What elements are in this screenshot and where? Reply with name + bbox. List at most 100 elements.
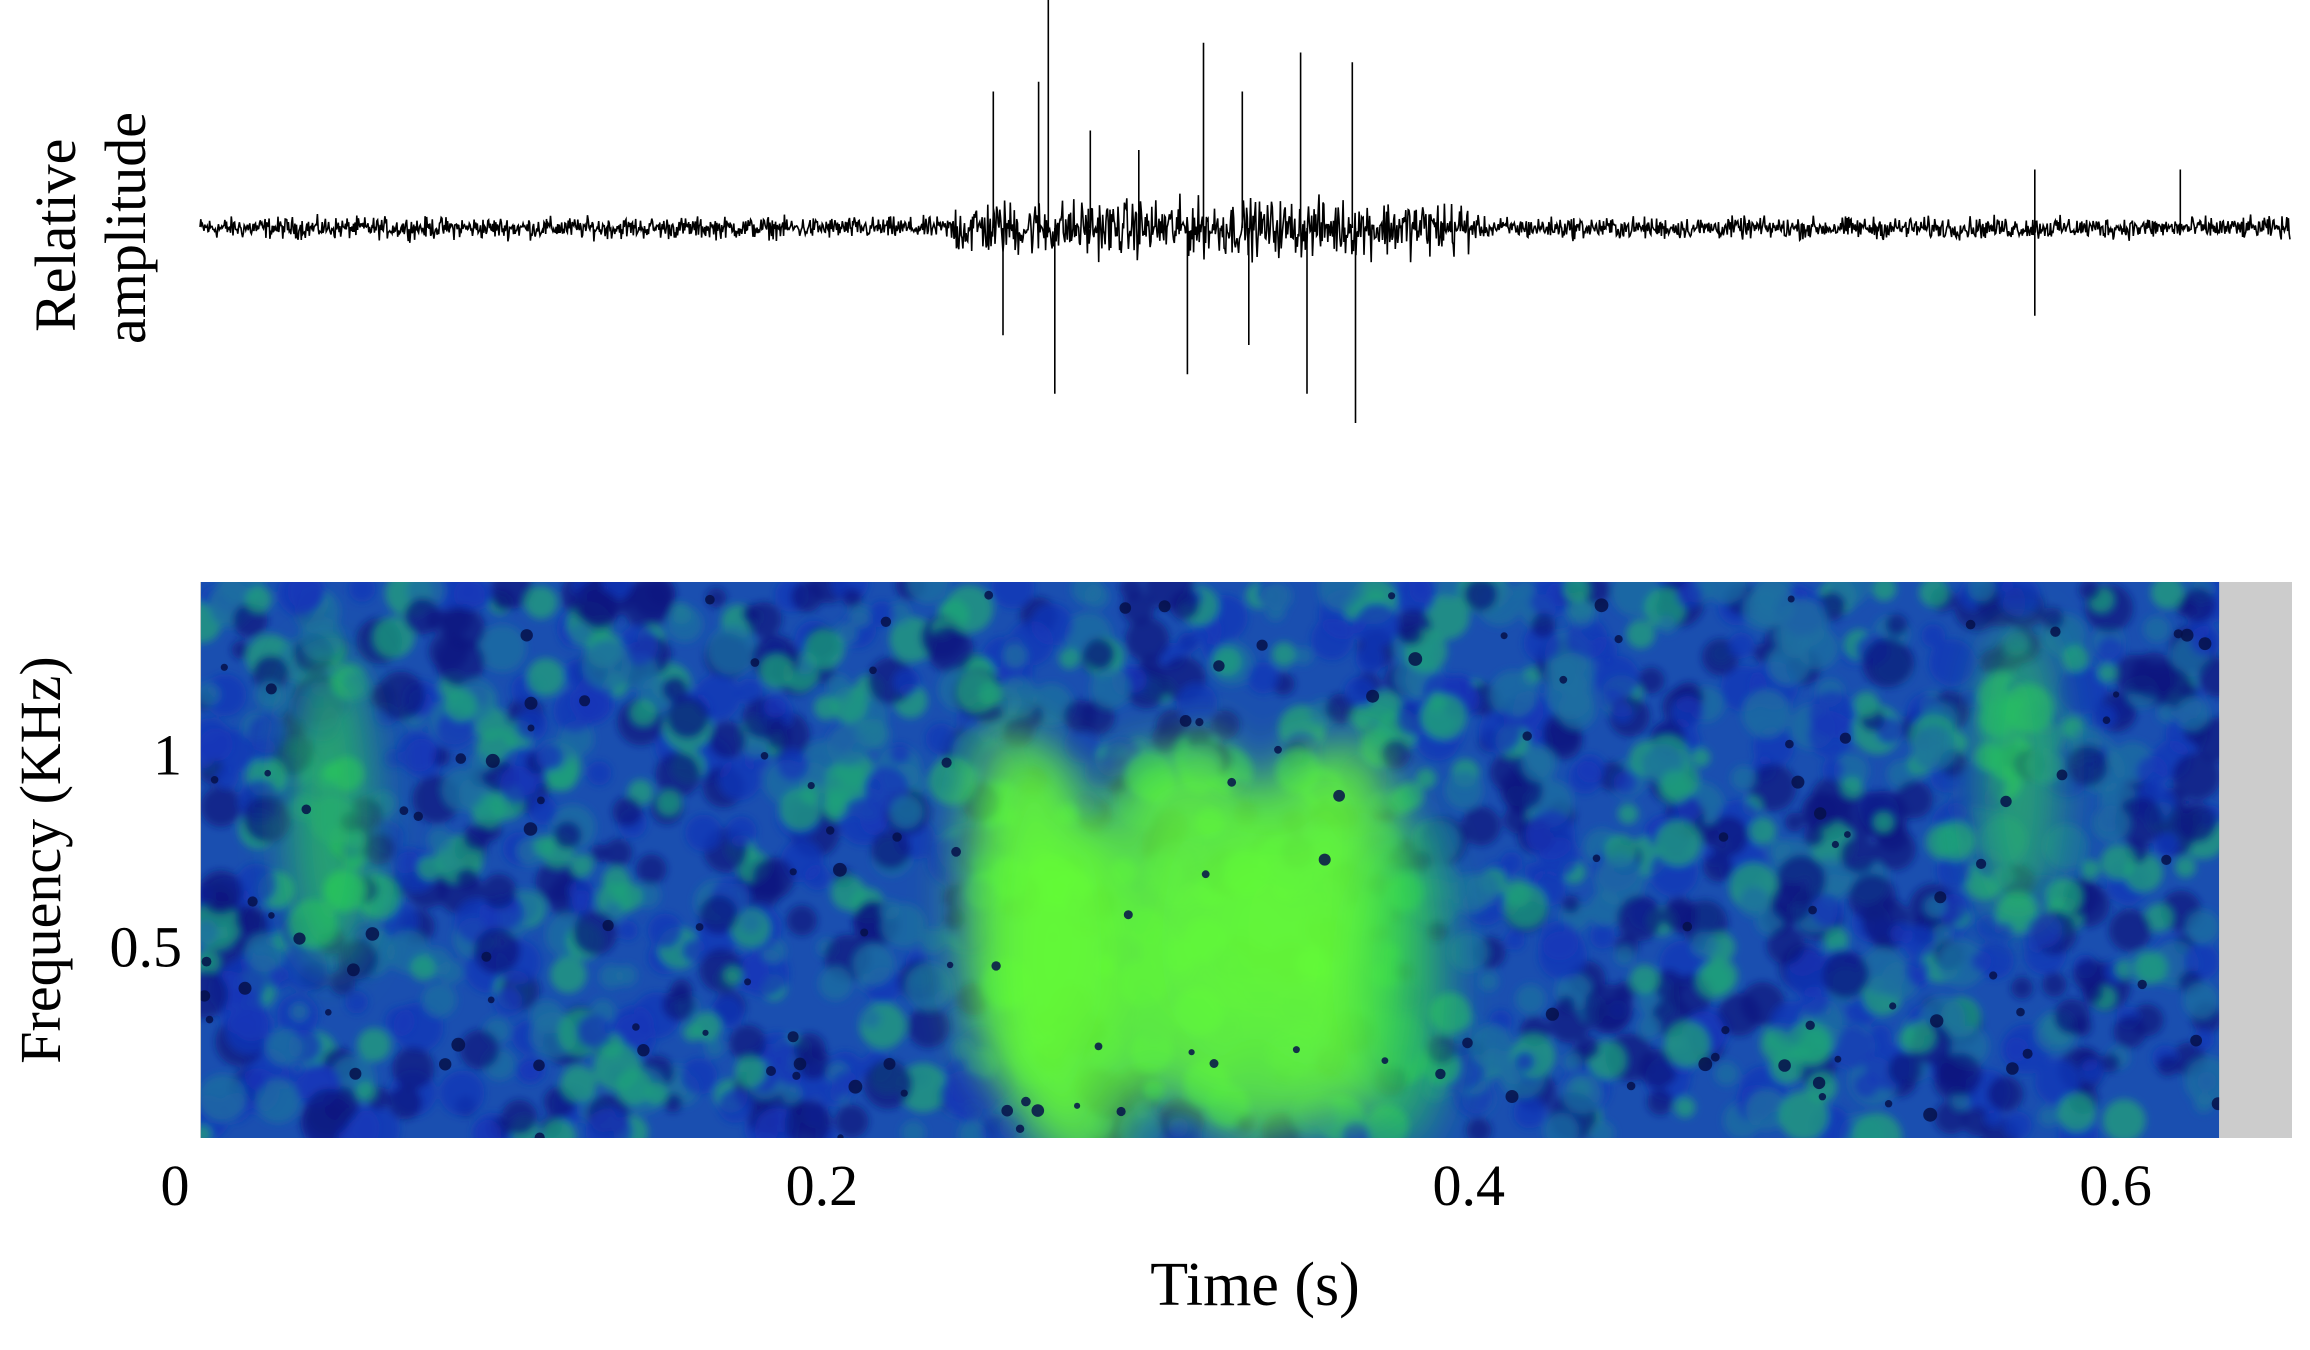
- spectrogram-cell: [200, 1124, 212, 1138]
- spectrogram-cell: [1696, 962, 1733, 999]
- spectrogram-minimum: [984, 590, 994, 600]
- spectrogram-cell: [630, 699, 657, 726]
- spectrogram-minimum: [2173, 629, 2183, 639]
- spectrogram-cell: [541, 1119, 577, 1138]
- spectrogram-cell: [2176, 803, 2217, 843]
- spectrogram-cell: [2100, 1053, 2120, 1073]
- spectrogram-minimum: [533, 1059, 545, 1072]
- spectrogram-cell: [1904, 958, 1930, 983]
- spectrogram-cell: [2011, 977, 2033, 999]
- spectrogram-cell: [587, 761, 612, 786]
- spectrogram-cell: [1728, 632, 1755, 659]
- spectrogram-minimum: [481, 951, 492, 962]
- spectrogram-cell: [1119, 1109, 1162, 1138]
- spectrogram-cell: [225, 1006, 274, 1055]
- spectrogram-minimum: [1812, 1076, 1826, 1090]
- spectrogram-cell: [585, 1107, 633, 1138]
- spectrogram-cell: [2150, 582, 2184, 609]
- spectrogram-cell: [473, 927, 520, 975]
- spectrogram-minimum: [1381, 1057, 1389, 1064]
- spectrogram-cell: [535, 743, 563, 771]
- spectrogram-cell: [835, 1104, 869, 1138]
- spectrogram-cell: [958, 1120, 987, 1138]
- spectrogram-minimum: [1408, 652, 1423, 666]
- spectrogram-cell: [1611, 701, 1633, 724]
- spectrogram-cell: [396, 731, 437, 773]
- spectrogram-cell: [1210, 710, 1240, 740]
- spectrogram-minimum: [1213, 660, 1225, 672]
- spectrogram-minimum: [637, 1044, 650, 1057]
- spectrogram-minimum: [632, 1023, 640, 1031]
- spectrogram-cell: [1617, 803, 1639, 824]
- spectrogram-minimum: [365, 927, 380, 941]
- spectrogram-cell: [1461, 806, 1501, 846]
- spectrogram-cell: [1998, 582, 2041, 618]
- spectrogram-minimum: [201, 956, 212, 967]
- y-tick-label: 1: [153, 723, 182, 788]
- spectrogram-minimum: [1787, 595, 1795, 603]
- spectrogram-cell: [636, 854, 667, 885]
- spectrogram-cell: [248, 1071, 268, 1091]
- spectrogram-cell: [615, 964, 638, 987]
- spectrogram-minimum: [1179, 715, 1192, 727]
- spectrogram-minimum: [1778, 1059, 1791, 1072]
- spectrogram-cell: [860, 1007, 881, 1029]
- spectrogram-cell: [1822, 951, 1870, 999]
- spectrogram-cell: [647, 582, 675, 606]
- spectrogram-cell: [893, 668, 921, 696]
- spectrogram-cell: [1354, 602, 1399, 648]
- spectrogram-cell: [527, 658, 565, 696]
- spectrogram-cell: [553, 821, 582, 850]
- spectrogram-cell: [453, 582, 485, 610]
- spectrogram-cell: [1594, 855, 1645, 906]
- spectrogram-cell: [1730, 765, 1756, 791]
- spectrogram-cell: [1247, 662, 1279, 694]
- spectrogram-cell: [1655, 820, 1701, 866]
- spectrogram-cell: [925, 723, 957, 755]
- spectrogram-cell: [1525, 810, 1576, 860]
- spectrogram-minimum: [1594, 598, 1609, 613]
- spectrogram-minimum: [2137, 979, 2147, 990]
- spectrogram-minimum: [1318, 853, 1331, 866]
- spectrogram-minimum: [1626, 1081, 1636, 1091]
- spectrogram-minimum: [848, 1079, 863, 1094]
- y-tick-labels: 0.51: [110, 723, 183, 980]
- spectrogram-cell: [481, 873, 517, 909]
- spectrogram-cell: [1125, 617, 1170, 662]
- spectrogram-cell: [376, 671, 426, 720]
- spectrogram-cell: [681, 938, 707, 963]
- spectrogram-cell: [717, 1088, 753, 1123]
- spectrogram-cell: [1563, 582, 1590, 603]
- spectrogram-cell: [369, 683, 396, 710]
- spectrogram-minimum: [399, 806, 409, 815]
- spectrogram-cell: [1614, 946, 1635, 966]
- spectrogram-minimum: [1209, 1059, 1219, 1068]
- spectrogram-minimum: [1366, 689, 1380, 703]
- spectrogram-cell: [417, 856, 442, 881]
- spectrogram-cell: [1704, 582, 1748, 604]
- spectrogram-cell: [793, 1032, 826, 1065]
- spectrogram-minimum: [750, 658, 760, 667]
- spectrogram-cell: [391, 847, 418, 874]
- spectrogram-cell: [741, 604, 760, 623]
- spectrogram-cell: [1638, 1048, 1678, 1089]
- spectrogram-cell: [533, 835, 555, 857]
- spectrogram-minimum: [807, 782, 815, 790]
- spectrogram-cell: [889, 743, 911, 764]
- spectrogram-cell: [1169, 1117, 1203, 1138]
- spectrogram-cell: [663, 1093, 683, 1113]
- spectrogram-cell: [247, 713, 286, 753]
- spectrogram-minimum: [766, 1066, 776, 1076]
- spectrogram-cell: [1515, 984, 1546, 1015]
- spectrogram-minimum: [789, 868, 797, 876]
- spectrogram-cell: [235, 906, 263, 934]
- spectrogram-cell: [1749, 817, 1777, 845]
- spectrogram-cell: [1904, 1021, 1935, 1053]
- spectrogram-cell: [2027, 912, 2063, 949]
- spectrogram-minimum: [951, 846, 961, 857]
- spectrogram-cell: [718, 758, 761, 801]
- spectrogram-cell: [1590, 1121, 1615, 1138]
- spectrogram-cell: [737, 678, 763, 705]
- spectrogram-cell: [501, 1099, 538, 1136]
- spectrogram-cell: [1662, 897, 1698, 933]
